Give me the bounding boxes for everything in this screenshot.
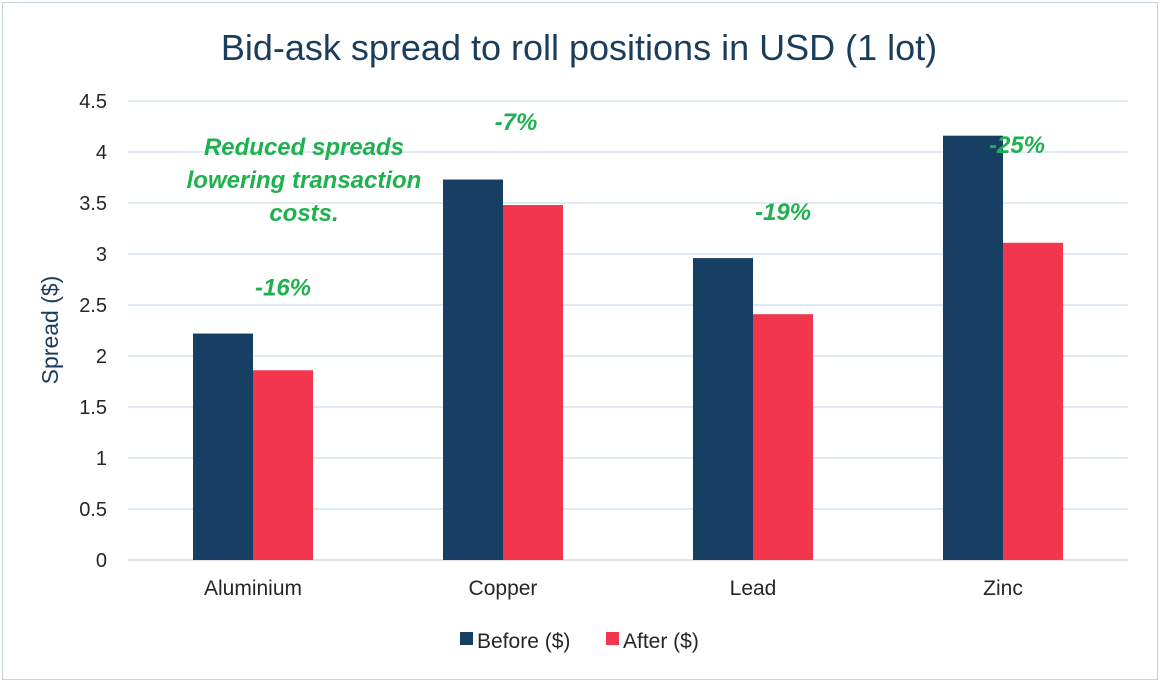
legend-label: After ($)	[623, 630, 699, 653]
annotation-line: lowering transaction	[187, 167, 422, 194]
legend-swatch	[606, 632, 619, 645]
bar-before-aluminium	[193, 333, 253, 560]
bar-after-zinc	[1003, 242, 1063, 560]
bar-change-annotation: -25%	[989, 132, 1045, 159]
x-category-label: Zinc	[983, 577, 1023, 600]
y-tick-label: 2.5	[79, 295, 107, 317]
y-tick-label: 0	[96, 550, 107, 572]
chart-annotation-note: Reduced spreads lowering transaction costs…	[187, 134, 422, 227]
y-tick-label: 0.5	[79, 499, 107, 521]
bar-change-annotation: -7%	[495, 109, 538, 136]
y-tick-label: 3	[96, 244, 107, 266]
bar-before-lead	[693, 258, 753, 560]
annotation-line: Reduced spreads	[204, 134, 404, 161]
x-category-label: Lead	[730, 577, 777, 600]
annotation-line: costs.	[269, 200, 338, 227]
legend-swatch	[460, 632, 473, 645]
x-category-label: Aluminium	[204, 577, 302, 600]
y-tick-label: 3.5	[79, 193, 107, 215]
bar-after-copper	[503, 205, 563, 561]
legend: Before ($) After ($)	[460, 630, 699, 653]
y-axis-label: Spread ($)	[37, 276, 63, 385]
legend-label: Before ($)	[477, 630, 570, 653]
bar-before-zinc	[943, 135, 1003, 560]
bar-change-annotation: -16%	[255, 275, 311, 302]
bar-after-lead	[753, 314, 813, 560]
y-tick-label: 1.5	[79, 397, 107, 419]
y-tick-label: 4	[96, 142, 107, 164]
bar-annotations: -16% -7% -19% -25%	[255, 109, 1045, 302]
y-tick-label: 2	[96, 346, 107, 368]
bar-before-copper	[443, 179, 503, 561]
chart-title: Bid-ask spread to roll positions in USD …	[221, 27, 937, 68]
bar-after-aluminium	[253, 370, 313, 560]
bars	[193, 135, 1063, 561]
x-category-label: Copper	[469, 577, 538, 600]
x-axis-categories: Aluminium Copper Lead Zinc	[204, 577, 1023, 600]
bar-change-annotation: -19%	[755, 199, 811, 226]
y-tick-label: 4.5	[79, 91, 107, 113]
y-tick-label: 1	[96, 448, 107, 470]
y-axis-ticks: 0 0.5 1 1.5 2 2.5 3 3.5 4 4.5	[79, 91, 107, 572]
